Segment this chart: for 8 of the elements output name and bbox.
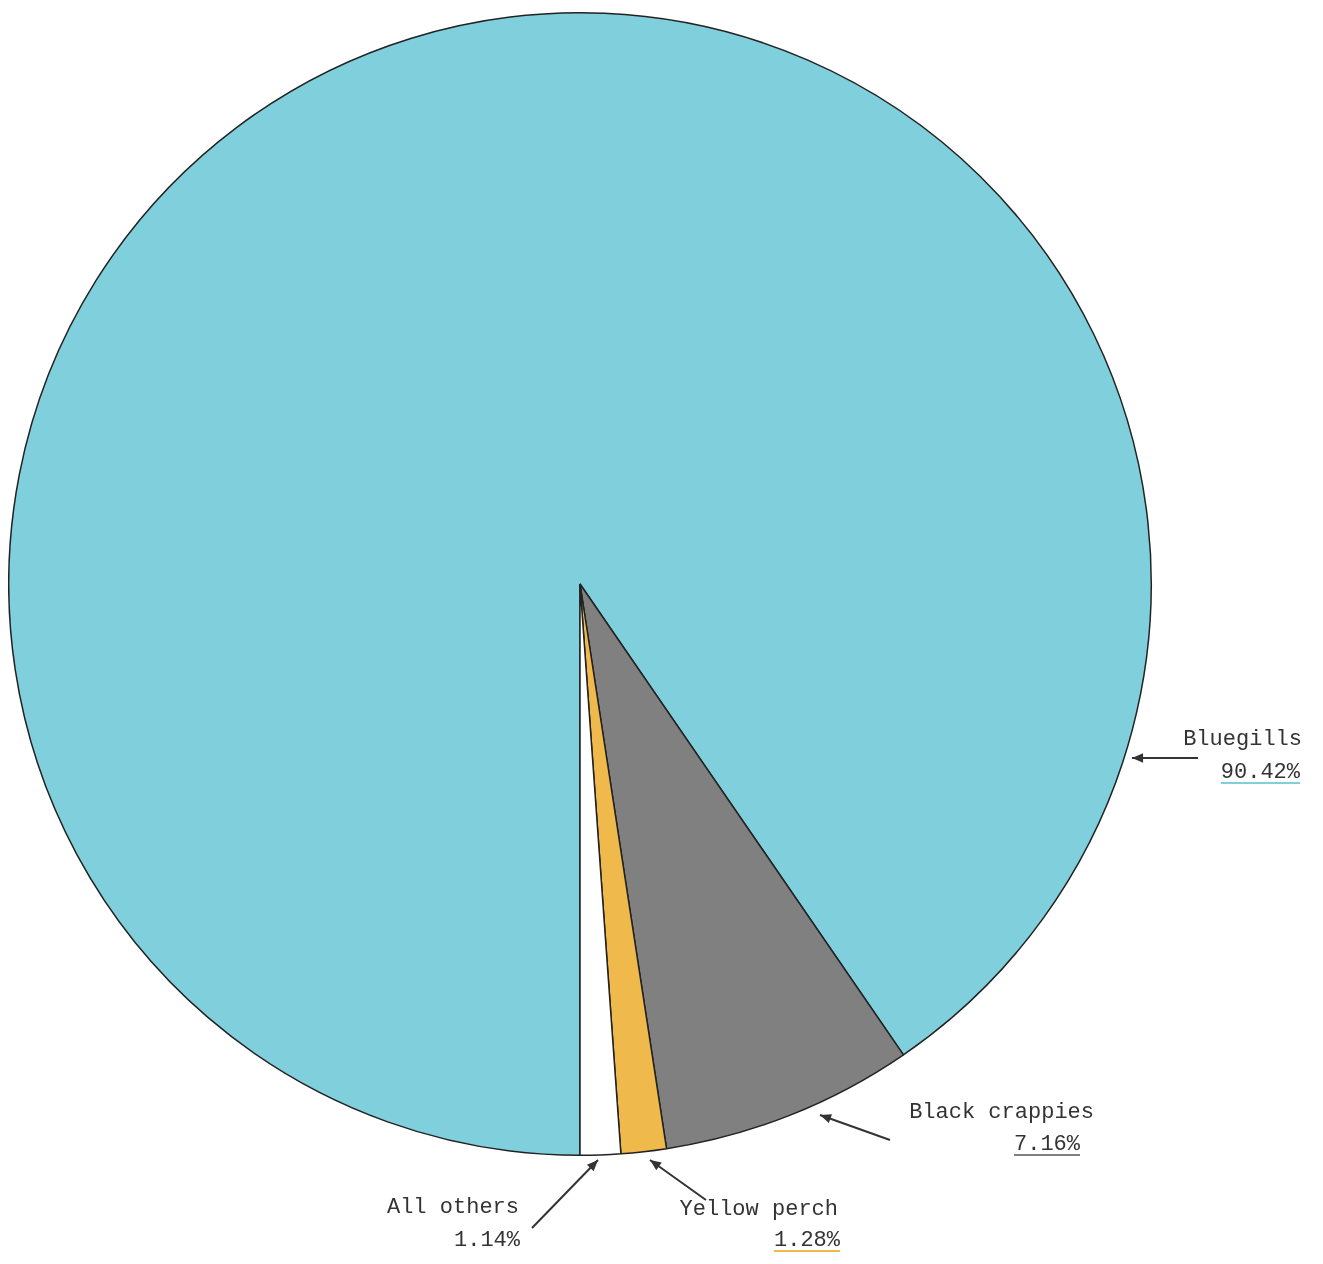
slice-label: All others <box>386 1195 519 1220</box>
data-label: 90.42% <box>1220 760 1301 785</box>
data-label: 1.28% <box>773 1228 841 1253</box>
data-label: 1.14% <box>453 1228 521 1253</box>
slice-label: Black crappies <box>909 1100 1094 1125</box>
slice-label: Yellow perch <box>679 1197 838 1222</box>
slice-label: Bluegills <box>1183 727 1302 752</box>
data-label: 7.16% <box>1013 1132 1081 1157</box>
